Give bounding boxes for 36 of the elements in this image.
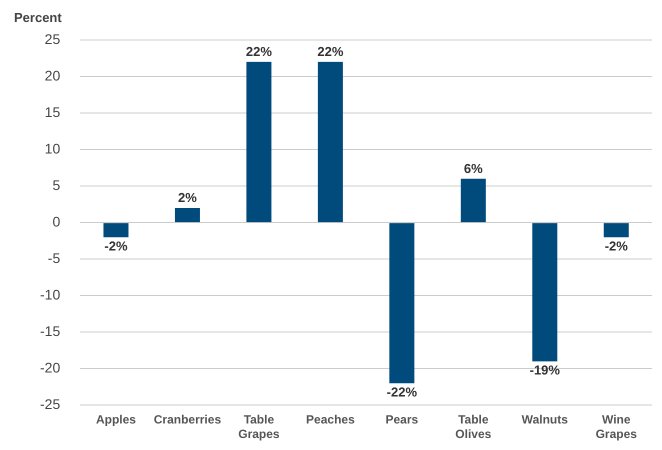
y-tick-label: -5 xyxy=(48,250,60,266)
bar xyxy=(389,223,414,384)
y-tick-label: 0 xyxy=(52,213,60,230)
data-label: 6% xyxy=(464,160,484,176)
data-label: 2% xyxy=(178,190,198,206)
bar xyxy=(604,223,629,238)
y-tick-label: 15 xyxy=(44,104,60,120)
data-label: -2% xyxy=(104,238,128,254)
data-label: -19% xyxy=(530,362,560,378)
x-tick-label: Apples xyxy=(96,412,136,427)
bar xyxy=(246,62,272,222)
y-tick-label: -10 xyxy=(40,286,60,302)
y-tick-label: -15 xyxy=(40,323,60,340)
x-tick-label: Table Grapes xyxy=(238,412,280,442)
x-tick-label: Wine Grapes xyxy=(596,412,638,442)
bar xyxy=(174,208,200,222)
y-tick-label: -25 xyxy=(40,396,60,412)
data-label: -2% xyxy=(604,238,628,254)
bar xyxy=(103,223,128,238)
x-tick-label: Table Olives xyxy=(455,412,492,442)
bar xyxy=(460,178,486,222)
data-label: -22% xyxy=(386,384,418,400)
data-label: 22% xyxy=(317,44,344,59)
bar xyxy=(532,223,558,362)
y-tick-label: 25 xyxy=(44,30,60,47)
data-label: 22% xyxy=(246,44,272,59)
y-tick-label: -20 xyxy=(40,360,60,376)
y-tick-label: 20 xyxy=(44,67,60,84)
y-tick-label: 10 xyxy=(44,140,60,156)
x-tick-label: Walnuts xyxy=(522,412,568,427)
bar xyxy=(318,62,343,222)
x-tick-label: Pears xyxy=(386,412,419,427)
x-tick-label: Peaches xyxy=(306,412,356,427)
y-tick-label: 5 xyxy=(52,176,60,193)
y-axis-title: Percent xyxy=(14,10,62,26)
x-tick-label: Cranberries xyxy=(154,412,222,427)
